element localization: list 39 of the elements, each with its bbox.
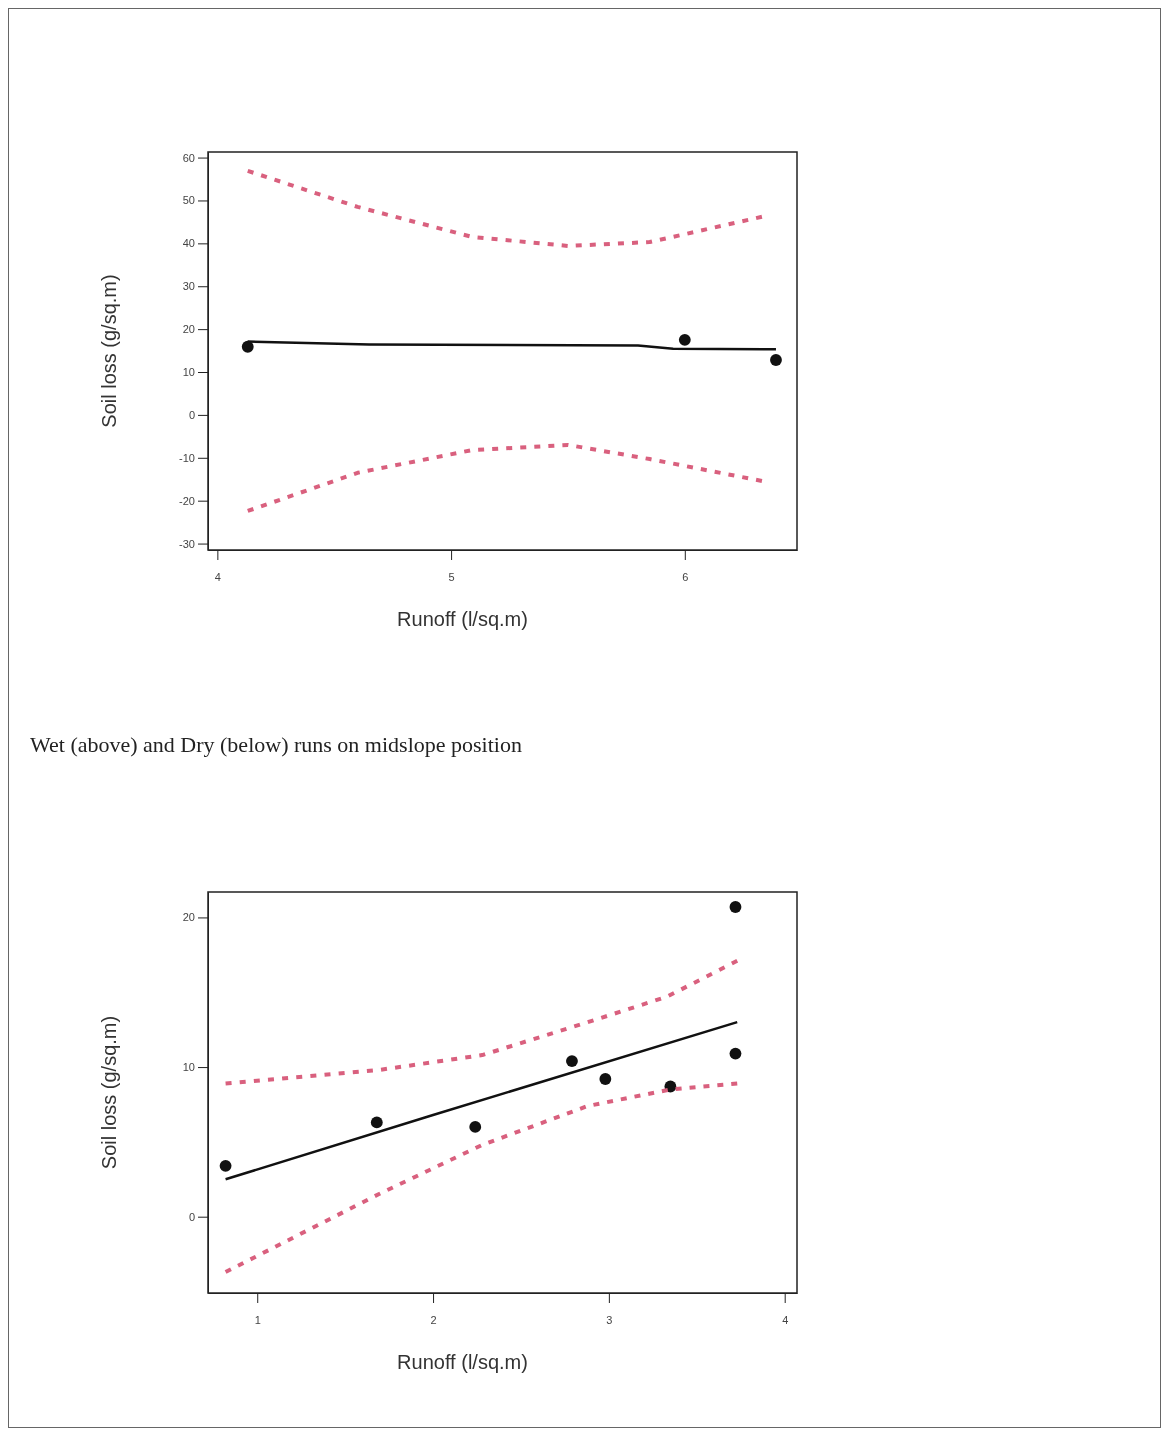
point bbox=[729, 1047, 742, 1060]
y-tick-label: 10 bbox=[182, 1061, 195, 1074]
point bbox=[566, 1055, 578, 1067]
point bbox=[241, 340, 254, 353]
x-tick-label: 5 bbox=[448, 570, 455, 583]
x-tick-label: 4 bbox=[214, 570, 221, 583]
point bbox=[729, 901, 742, 913]
y-tick-label: 60 bbox=[182, 151, 195, 164]
x-tick-label: 6 bbox=[682, 570, 689, 583]
y-tick-label: 0 bbox=[188, 408, 195, 421]
x-tick-label: 2 bbox=[430, 1313, 437, 1326]
y-axis-title: Soil loss (g/sq.m) bbox=[98, 274, 120, 428]
y-tick-label: 30 bbox=[182, 280, 195, 293]
point bbox=[219, 1159, 232, 1172]
y-axis-title: Soil loss (g/sq.m) bbox=[98, 1015, 120, 1170]
y-tick-label: 40 bbox=[182, 237, 195, 250]
chart-title: Wet (above) and Dry (below) runs on midslope position bbox=[30, 732, 522, 757]
x-axis-title: Runoff (l/sq.m) bbox=[397, 608, 528, 630]
y-tick-label: -30 bbox=[179, 537, 195, 550]
line-series bbox=[245, 168, 764, 248]
point bbox=[770, 354, 782, 366]
y-tick-label: 20 bbox=[182, 911, 195, 924]
line-series bbox=[223, 1081, 740, 1275]
y-tick-label: -20 bbox=[179, 494, 195, 507]
y-tick-label: 10 bbox=[182, 366, 195, 379]
x-tick-label: 1 bbox=[254, 1313, 261, 1326]
y-tick-label: 50 bbox=[182, 194, 195, 207]
y-tick-label: 20 bbox=[182, 323, 195, 336]
y-tick-label: 0 bbox=[188, 1210, 195, 1223]
point bbox=[678, 333, 691, 346]
line-series bbox=[223, 958, 740, 1086]
point bbox=[599, 1073, 612, 1085]
point bbox=[469, 1121, 482, 1133]
x-tick-label: 3 bbox=[606, 1313, 613, 1326]
y-tick-label: -10 bbox=[179, 451, 195, 464]
point bbox=[370, 1116, 383, 1129]
x-axis-title: Runoff (l/sq.m) bbox=[397, 1351, 528, 1373]
line-series bbox=[245, 442, 764, 513]
x-tick-label: 4 bbox=[782, 1313, 789, 1326]
